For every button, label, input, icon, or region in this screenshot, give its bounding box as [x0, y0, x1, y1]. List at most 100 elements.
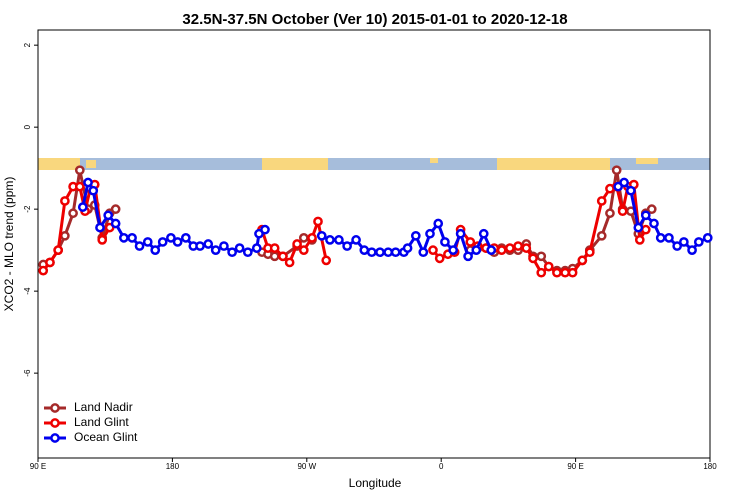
series-point	[702, 233, 713, 243]
series-point	[640, 210, 651, 221]
series-point	[127, 233, 137, 243]
series-point	[134, 241, 145, 251]
series-point	[195, 241, 205, 251]
series-point	[543, 261, 554, 272]
series-point	[521, 243, 532, 253]
series-point	[455, 228, 466, 239]
series-point	[269, 251, 280, 262]
x-tick-label: 90 E	[567, 462, 583, 471]
series-point	[313, 216, 323, 227]
y-tick-label: -6	[23, 369, 32, 377]
series-point	[110, 204, 121, 215]
series-point	[234, 243, 245, 253]
series-point	[619, 177, 629, 188]
series-point	[649, 218, 659, 229]
series-point	[402, 243, 413, 253]
series-point	[38, 265, 49, 276]
series-point	[97, 235, 108, 245]
series-point	[203, 239, 214, 249]
series-point	[596, 196, 607, 206]
series-point	[219, 241, 229, 251]
series-point	[45, 257, 55, 268]
series-point	[74, 165, 85, 176]
series-point	[433, 218, 444, 229]
x-axis-label: Longitude	[349, 476, 402, 490]
legend-marker	[50, 433, 60, 443]
series-point	[410, 230, 421, 241]
series-point	[672, 241, 682, 251]
series-point	[505, 243, 515, 253]
series-point	[142, 237, 153, 247]
series-point	[425, 228, 435, 239]
series-point	[577, 255, 588, 266]
series-point	[150, 245, 161, 255]
series-point	[74, 181, 85, 192]
series-point	[552, 267, 562, 278]
y-tick-label: -2	[23, 205, 32, 213]
series-point	[68, 208, 78, 219]
x-tick-label: 90 E	[30, 462, 46, 471]
series-point	[307, 233, 317, 243]
series-point	[284, 257, 295, 268]
series-point	[292, 239, 302, 249]
series-point	[617, 206, 628, 217]
legend-label: Land Glint	[74, 415, 129, 429]
series-point	[60, 196, 70, 206]
series-point	[646, 204, 657, 215]
series-point	[77, 202, 88, 212]
series-point	[60, 230, 70, 241]
series-point	[242, 247, 253, 258]
series-point	[166, 233, 176, 243]
series-point	[95, 222, 105, 233]
series-point	[596, 230, 607, 241]
series-point	[536, 251, 547, 262]
land-map-strip	[38, 158, 710, 170]
y-tick-label: 2	[23, 42, 32, 47]
plot-frame	[37, 29, 711, 459]
series-point	[83, 177, 93, 188]
legend-label: Land Nadir	[74, 400, 133, 414]
series-point	[496, 245, 507, 255]
legend-marker	[50, 403, 60, 413]
x-tick-label: 180	[166, 462, 180, 471]
series-point	[448, 245, 458, 255]
x-tick-label: 90 W	[297, 462, 316, 471]
series-point	[53, 245, 64, 255]
series-point	[611, 165, 622, 176]
series-point	[351, 235, 361, 245]
series-point	[119, 233, 129, 243]
x-tick-label: 180	[703, 462, 717, 471]
series-point	[640, 224, 651, 235]
series-point	[366, 247, 377, 258]
series-point	[88, 185, 99, 196]
series-point	[528, 253, 538, 264]
series-point	[251, 243, 262, 253]
series-point	[321, 255, 332, 266]
series-point	[390, 247, 401, 258]
series-point	[269, 243, 280, 253]
series-point	[486, 245, 497, 255]
series-point	[316, 230, 327, 241]
series-point	[418, 247, 429, 258]
series-point	[633, 222, 644, 233]
series-point	[634, 235, 645, 245]
series-point	[172, 237, 183, 247]
series-point	[342, 241, 352, 251]
series-point	[471, 245, 482, 255]
series-point	[428, 245, 438, 255]
series-point	[478, 228, 489, 239]
series-point	[465, 237, 476, 247]
series-point	[463, 251, 473, 262]
series-point	[383, 247, 394, 258]
series-point	[664, 233, 674, 243]
series-point	[605, 208, 615, 219]
legend-label: Ocean Glint	[74, 430, 138, 444]
series-point	[325, 235, 335, 245]
chart-title: 32.5N-37.5N October (Ver 10) 2015-01-01 …	[182, 11, 567, 28]
series-point	[693, 237, 704, 247]
series-point	[278, 251, 288, 262]
series-point	[567, 267, 578, 278]
series-point	[157, 237, 168, 247]
series-point	[513, 241, 523, 251]
